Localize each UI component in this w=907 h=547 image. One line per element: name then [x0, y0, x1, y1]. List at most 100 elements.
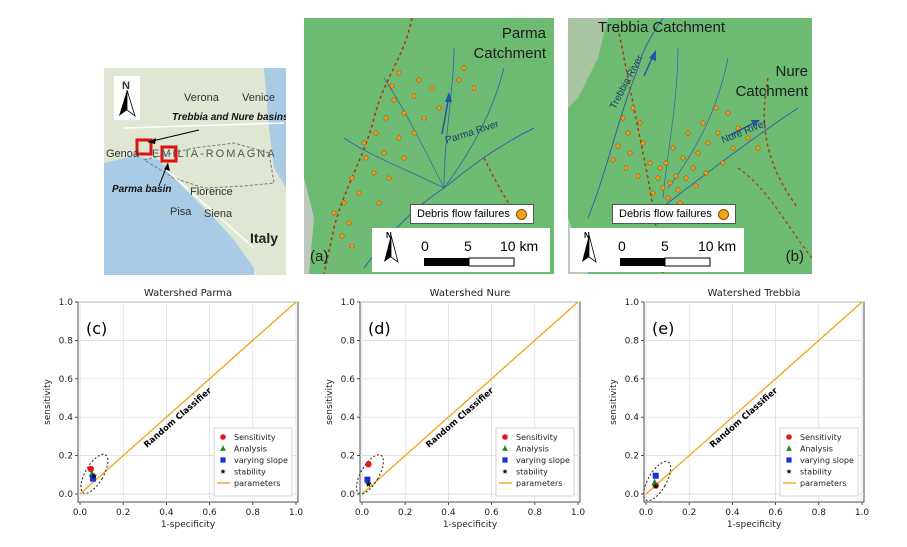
legend-box — [495, 427, 575, 497]
plot-group: 0.0 0.0 0.2 0.2 0.4 0.4 0.6 0.6 0.8 0.8 1.0 1.0 Wate… — [325, 288, 585, 530]
panel-letter-b: (b) — [785, 248, 804, 265]
legend-marker-3 — [502, 468, 508, 474]
random-classifier-line — [645, 301, 863, 495]
x-tick-label: 0.2 — [682, 508, 696, 518]
x-tick-label: 0.6 — [202, 508, 217, 518]
city-florence: Florence — [190, 186, 233, 198]
x-axis-label: 1-specificity — [727, 520, 782, 530]
y-axis-label: sensitivity — [43, 378, 53, 425]
cluster-ellipse — [80, 453, 109, 494]
legend-marker-1 — [502, 445, 508, 451]
y-axis-label: sensitivity — [609, 378, 619, 425]
plot-title: Watershed Trebbia — [707, 288, 800, 299]
trebbia-nure-legend: Debris flow failures — [612, 204, 736, 224]
x-tick-label: 0.0 — [73, 508, 88, 518]
legend-label-0: Sensitivity — [516, 433, 558, 442]
x-axis-label: 1-specificity — [161, 520, 216, 530]
x-tick-label: 0.0 — [355, 508, 370, 518]
roc-plot-nure-svg: 0.0 0.0 0.2 0.2 0.4 0.4 0.6 0.6 0.8 0.8 1.0 1.0 Wate… — [325, 288, 585, 530]
y-tick-label: 1.0 — [341, 298, 356, 308]
legend-marker-0 — [220, 434, 226, 440]
north-label: N — [122, 80, 130, 92]
x-tick-label: 1.0 — [571, 508, 586, 518]
roc-plot-nure: 0.0 0.0 0.2 0.2 0.4 0.4 0.6 0.6 0.8 0.8 1.0 1.0 Wate… — [312, 282, 602, 542]
x-tick-label: 0.4 — [441, 508, 456, 518]
region-label: EMILIA-ROMAGNA — [152, 148, 277, 160]
x-tick-label: 1.0 — [289, 508, 304, 518]
scale-tick-5: 5 — [661, 238, 669, 254]
data-point-varying-slope — [652, 472, 659, 479]
x-tick-label: 0.8 — [812, 508, 827, 518]
y-tick-label: 0.4 — [341, 413, 356, 423]
x-tick-label: 0.6 — [768, 508, 783, 518]
italy-inset-map: N Verona Venice Trebbia and Nure basins … — [104, 68, 286, 275]
panel-tag: (c) — [86, 319, 107, 338]
data-point-sensitivity — [87, 465, 94, 473]
city-siena: Siena — [204, 208, 233, 220]
data-point-sensitivity — [365, 461, 372, 468]
plot-title: Watershed Parma — [144, 288, 232, 299]
y-axis-label: sensitivity — [325, 378, 335, 425]
debris-dot-icon — [717, 208, 729, 220]
legend-marker-3 — [220, 468, 226, 474]
panel-tag: (d) — [368, 319, 391, 338]
roc-plot-parma: 0.0 0.0 0.2 0.2 0.4 0.4 0.6 0.6 0.8 0.8 1.0 1.0 Wate… — [30, 282, 320, 542]
plot-group: 0.0 0.0 0.2 0.2 0.4 0.4 0.6 0.6 0.8 0.8 1.0 1.0 Wate… — [609, 288, 869, 530]
legend-label-3: stability — [800, 468, 832, 477]
legend-label-2: varying slope — [800, 456, 854, 465]
scale-tick-0: 0 — [618, 238, 626, 254]
nure-catchment-title-line2: Catchment — [735, 83, 808, 100]
scale-tick-0: 0 — [421, 238, 429, 254]
legend-label-1: Analysis — [800, 445, 833, 454]
trebbia-catchment-title: Trebbia Catchment — [598, 19, 726, 36]
legend-marker-0 — [786, 434, 792, 440]
y-tick-label: 0.6 — [625, 375, 640, 385]
random-classifier-line — [79, 301, 297, 495]
y-tick-label: 0.8 — [625, 336, 640, 346]
legend-marker-1 — [786, 445, 792, 451]
city-genoa: Genoa — [106, 148, 140, 160]
panel-tag: (e) — [652, 319, 674, 338]
scale-tick-10: 10 km — [698, 238, 737, 254]
cluster-ellipse — [643, 460, 672, 502]
parma-highlight-box — [160, 145, 178, 163]
parma-basin-label: Parma basin — [112, 184, 172, 195]
x-tick-label: 0.2 — [398, 508, 412, 518]
trebbia-nure-highlight-box — [135, 138, 153, 156]
y-tick-label: 0.0 — [341, 490, 356, 500]
data-point-analysis — [651, 478, 658, 486]
legend-label-2: varying slope — [516, 456, 570, 465]
legend-label-0: Sensitivity — [800, 433, 842, 442]
legend-marker-2 — [502, 457, 508, 463]
x-tick-label: 0.4 — [725, 508, 740, 518]
data-point-stability — [365, 481, 372, 487]
trebbia-nure-label: Trebbia and Nure basins — [172, 112, 286, 123]
legend-label-1: Analysis — [516, 445, 549, 454]
x-tick-label: 0.0 — [639, 508, 654, 518]
plot-title: Watershed Nure — [430, 288, 511, 299]
legend-label-3: stability — [516, 468, 548, 477]
legend-marker-1 — [220, 445, 226, 451]
nure-catchment-title-line1: Nure — [775, 63, 808, 80]
x-tick-label: 0.8 — [528, 508, 543, 518]
y-tick-label: 1.0 — [59, 298, 74, 308]
city-pisa: Pisa — [170, 206, 192, 218]
parma-catchment-title-line1: Parma — [501, 25, 546, 42]
trebbia-nure-legend-label: Debris flow failures — [619, 208, 712, 220]
roc-plot-trebbia: 0.0 0.0 0.2 0.2 0.4 0.4 0.6 0.6 0.8 0.8 1.0 1.0 Wate… — [596, 282, 886, 542]
city-verona: Verona — [184, 92, 219, 104]
x-tick-label: 0.2 — [116, 508, 130, 518]
panel-letter-a: (a) — [310, 248, 329, 265]
scale-tick-10: 10 km — [500, 238, 539, 254]
parma-legend: Debris flow failures — [410, 204, 534, 224]
parma-scale-bar: N 0 5 10 km — [372, 228, 550, 272]
y-tick-label: 0.0 — [59, 490, 74, 500]
y-tick-label: 1.0 — [625, 298, 640, 308]
north-arrow-icon: N — [584, 231, 590, 240]
plot-group: 0.0 0.0 0.2 0.2 0.4 0.4 0.6 0.6 0.8 0.8 1.0 1.0 Wate… — [43, 288, 303, 530]
legend-label-0: Sensitivity — [234, 433, 276, 442]
debris-dot-icon — [515, 208, 527, 220]
country-italy: Italy — [250, 230, 279, 246]
scale-tick-5: 5 — [464, 238, 472, 254]
y-tick-label: 0.6 — [59, 375, 74, 385]
